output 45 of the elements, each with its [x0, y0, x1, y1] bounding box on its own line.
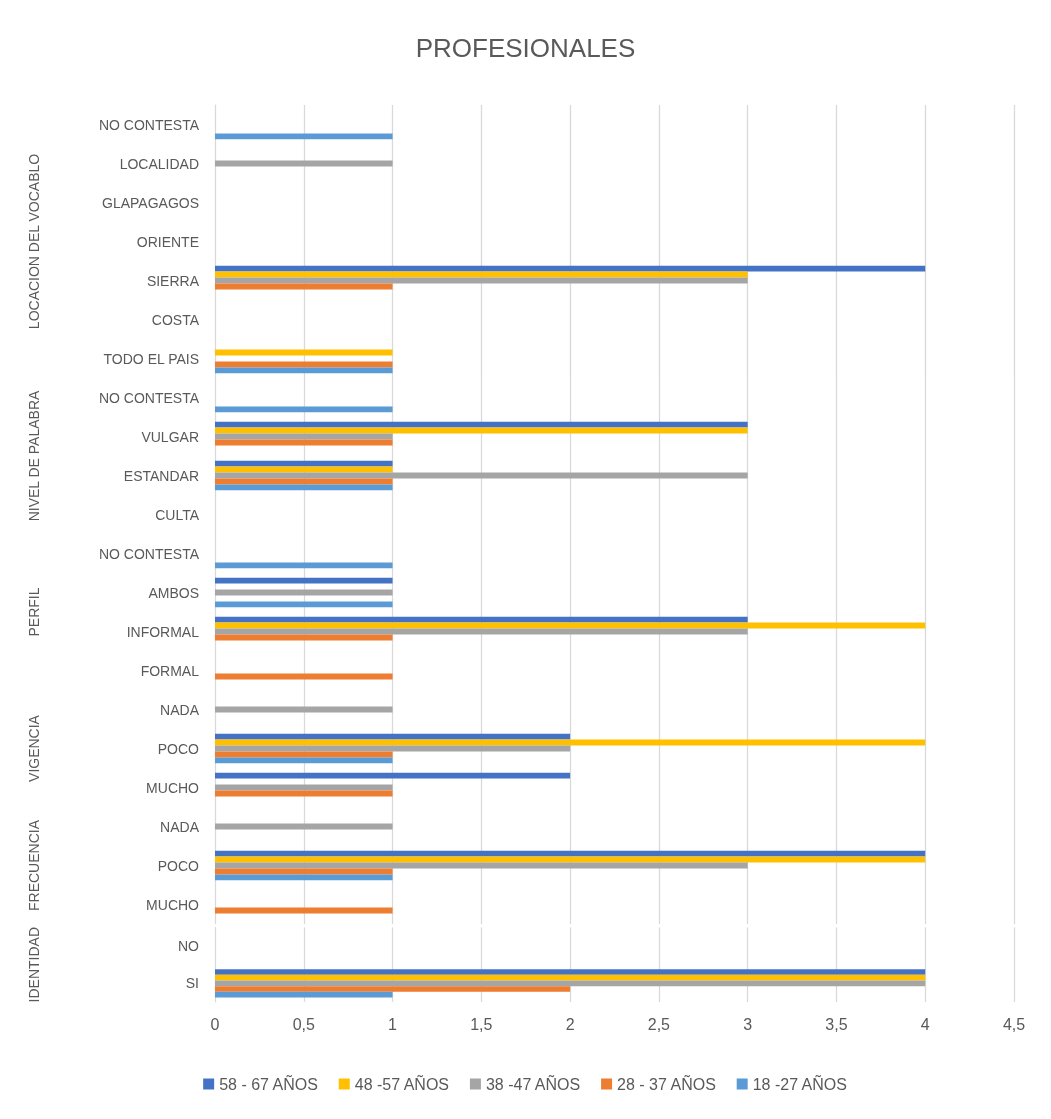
- y-tick-label: AMBOS: [148, 584, 199, 601]
- y-axis-title: FRECUENCIA: [26, 819, 42, 912]
- y-tick-label: MUCHO: [146, 896, 200, 913]
- chart-title: PROFESIONALES: [415, 33, 636, 63]
- legend-label: 58 - 67 AÑOS: [219, 1073, 318, 1093]
- y-axis-title: VIGENCIA: [26, 714, 42, 782]
- y-tick-label: NO: [178, 938, 200, 955]
- x-tick-label: 0,5: [292, 1015, 315, 1033]
- y-tick-label: MUCHO: [146, 779, 200, 796]
- x-tick-label: 2: [565, 1015, 575, 1033]
- y-tick-label: ORIENTE: [136, 233, 199, 250]
- y-tick-label: INFORMAL: [126, 623, 200, 640]
- y-tick-label: ESTANDAR: [123, 467, 199, 484]
- x-tick-label: 0: [210, 1015, 220, 1033]
- y-tick-label: POCO: [157, 740, 200, 757]
- y-tick-label: POCO: [157, 857, 200, 874]
- y-tick-label: SIERRA: [146, 272, 200, 289]
- y-tick-label: NO CONTESTA: [98, 116, 200, 133]
- legend-label: 48 -57 AÑOS: [354, 1073, 450, 1093]
- y-tick-label: NO CONTESTA: [98, 545, 200, 562]
- y-axis-title: PERFIL: [26, 587, 42, 637]
- legend-label: 28 - 37 AÑOS: [617, 1073, 716, 1093]
- y-tick-label: GLAPAGAGOS: [102, 194, 199, 211]
- y-axis-title: NIVEL DE PALABRA: [26, 389, 42, 522]
- x-tick-label: 3: [743, 1015, 753, 1033]
- x-tick-label: 1,5: [470, 1015, 493, 1033]
- y-axis-title: IDENTIDAD: [26, 927, 42, 1003]
- x-tick-label: 4,5: [1002, 1015, 1026, 1033]
- y-axis-title: LOCACION DEL VOCABLO: [26, 153, 42, 330]
- y-tick-label: LOCALIDAD: [119, 155, 199, 172]
- y-tick-label: COSTA: [151, 311, 200, 328]
- y-tick-label: VULGAR: [141, 428, 199, 445]
- y-tick-label: NADA: [160, 818, 200, 835]
- x-tick-label: 1: [388, 1015, 398, 1033]
- x-tick-label: 2,5: [647, 1015, 671, 1033]
- x-tick-label: 4: [920, 1015, 930, 1033]
- y-tick-label: TODO EL PAIS: [103, 350, 199, 367]
- y-tick-label: NO CONTESTA: [98, 389, 200, 406]
- y-tick-label: CULTA: [155, 506, 200, 523]
- y-tick-label: SI: [185, 975, 199, 992]
- y-tick-label: NADA: [160, 701, 200, 718]
- x-tick-label: 3,5: [825, 1015, 848, 1033]
- y-tick-label: FORMAL: [140, 662, 200, 679]
- legend-label: 38 -47 AÑOS: [485, 1073, 581, 1093]
- legend-label: 18 -27 AÑOS: [752, 1073, 847, 1093]
